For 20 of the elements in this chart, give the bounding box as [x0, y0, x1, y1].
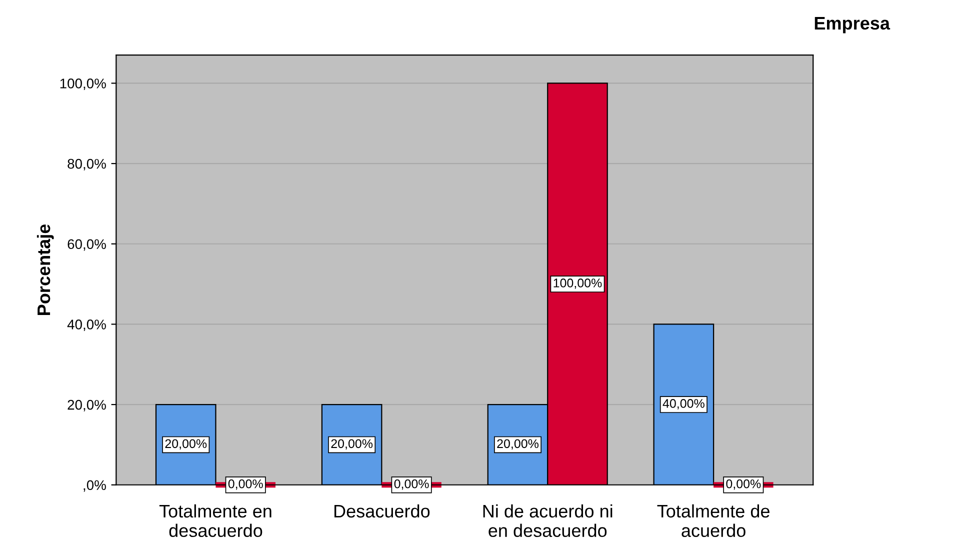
x-tick-label: Ni de acuerdo ni en desacuerdo [483, 504, 612, 538]
data-label: 20,00% [331, 439, 373, 450]
y-tick-label: 40,0% [67, 320, 106, 332]
data-label: 40,00% [662, 399, 704, 410]
data-label: 100,00% [554, 278, 602, 289]
y-tick-label: 20,0% [68, 400, 106, 412]
x-tick-label: Totalmente en desacuerdo [159, 504, 272, 538]
data-label: 0,00% [228, 479, 263, 490]
y-tick-label: 60,0% [68, 239, 106, 251]
data-label: 0,00% [726, 479, 761, 490]
data-label: 20,00% [165, 439, 207, 450]
legend-title: Empresa [814, 17, 890, 34]
x-tick-label: Desacuerdo [334, 504, 430, 518]
data-label: 20,00% [497, 439, 538, 450]
y-tick-label: 80,0% [68, 158, 106, 170]
data-label: 0,00% [394, 479, 429, 490]
x-tick-label: Totalmente de acuerdo [657, 504, 770, 538]
y-tick-label: ,0% [84, 480, 106, 492]
y-axis-title: Porcentaje [36, 224, 54, 315]
y-tick-label: 100,0% [60, 78, 106, 90]
